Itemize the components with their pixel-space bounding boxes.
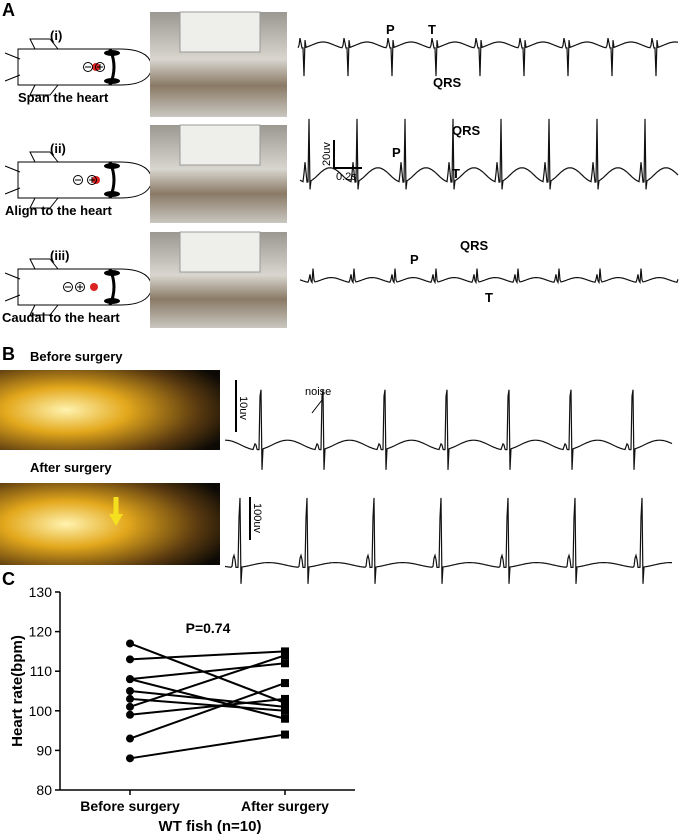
electrode xyxy=(75,282,85,292)
pair-line xyxy=(129,697,286,712)
electrode xyxy=(83,62,93,72)
row-index: (iii) xyxy=(50,248,70,263)
caption: Align to the heart xyxy=(5,203,113,218)
wave-label: T xyxy=(452,166,460,181)
after-point xyxy=(281,714,289,723)
electrode-holder xyxy=(179,124,261,166)
before-point xyxy=(126,734,134,743)
eye xyxy=(104,298,120,304)
arrow xyxy=(311,399,323,414)
before-point xyxy=(126,687,134,695)
fin xyxy=(4,151,59,209)
caption: After surgery xyxy=(30,460,112,475)
scale-label: 10uv xyxy=(237,396,249,420)
wave-label: QRS xyxy=(452,123,481,138)
electrode xyxy=(73,175,83,185)
before-point xyxy=(126,639,134,648)
y-tick-label: 110 xyxy=(30,663,53,679)
y-tick-label: 90 xyxy=(36,742,52,758)
caption: Span the heart xyxy=(18,90,109,105)
pair-line xyxy=(129,654,286,708)
wave-label: QRS xyxy=(433,75,462,90)
electrode-sign xyxy=(77,284,83,290)
eye xyxy=(104,163,120,169)
electrode-sign xyxy=(97,64,103,70)
row-index: (ii) xyxy=(50,141,66,156)
electrode xyxy=(63,282,73,292)
eye xyxy=(104,78,120,84)
heart xyxy=(90,283,98,291)
before-point xyxy=(126,675,134,684)
pair-line xyxy=(129,697,286,716)
pair-line xyxy=(129,662,286,681)
after-point xyxy=(281,651,289,660)
electrode xyxy=(87,175,97,185)
ecg-trace xyxy=(299,118,679,190)
pair-line xyxy=(129,733,286,760)
y-tick-label: 100 xyxy=(29,703,53,719)
pair-line xyxy=(129,682,286,740)
before-point xyxy=(126,702,134,711)
after-point xyxy=(281,706,289,715)
eye xyxy=(104,191,120,197)
scale-label: 100uv xyxy=(251,503,263,533)
y-tick-label: 120 xyxy=(29,624,53,640)
caption: Caudal to the heart xyxy=(2,310,120,325)
pair-line xyxy=(129,690,286,708)
electrode-holder xyxy=(179,11,261,53)
eye xyxy=(104,50,120,56)
annotation: noise xyxy=(305,386,331,398)
before-point xyxy=(126,655,134,664)
x-tick-label: After surgery xyxy=(241,798,329,814)
before-point xyxy=(126,754,134,763)
wave-label: T xyxy=(428,22,436,37)
wave-label: T xyxy=(485,290,493,305)
electrode xyxy=(95,62,105,72)
caption: Before surgery xyxy=(30,349,123,364)
panel-label: A xyxy=(2,0,15,20)
fish-photo xyxy=(0,370,220,450)
before-point xyxy=(126,694,134,703)
fish-photo xyxy=(0,483,220,565)
arrow xyxy=(109,514,123,526)
x-axis-title: WT fish (n=10) xyxy=(159,818,262,835)
after-point xyxy=(281,694,289,703)
wave-label: P xyxy=(410,252,419,267)
scale-bar xyxy=(333,140,362,169)
wave-label: P xyxy=(386,22,395,37)
y-axis-title: Heart rate(bpm) xyxy=(9,635,26,747)
ecg-trace xyxy=(299,268,679,285)
y-tick-label: 130 xyxy=(29,584,53,600)
after-point xyxy=(281,679,289,688)
wave-label: QRS xyxy=(460,238,489,253)
scale-label: 0.2s xyxy=(336,171,357,183)
x-tick-label: Before surgery xyxy=(80,798,180,814)
scale-label: 20uv xyxy=(321,142,333,166)
eye xyxy=(104,270,120,276)
panel-label: B xyxy=(2,344,15,364)
row-index: (i) xyxy=(50,28,62,43)
fin xyxy=(4,38,59,96)
ecg-trace xyxy=(225,389,673,470)
ecg-trace xyxy=(297,37,679,77)
pair-line xyxy=(129,650,286,661)
before-point xyxy=(126,710,134,719)
panel-label: C xyxy=(2,569,15,589)
electrode-sign xyxy=(89,177,95,183)
electrode-holder xyxy=(179,231,261,273)
fish-schematic xyxy=(17,161,153,199)
fin xyxy=(4,258,59,316)
after-point xyxy=(281,659,289,668)
y-tick-label: 80 xyxy=(36,782,52,798)
wave-label: P xyxy=(392,145,401,160)
annotation: P=0.74 xyxy=(186,620,231,636)
after-point xyxy=(281,730,289,739)
ecg-trace xyxy=(224,497,672,584)
